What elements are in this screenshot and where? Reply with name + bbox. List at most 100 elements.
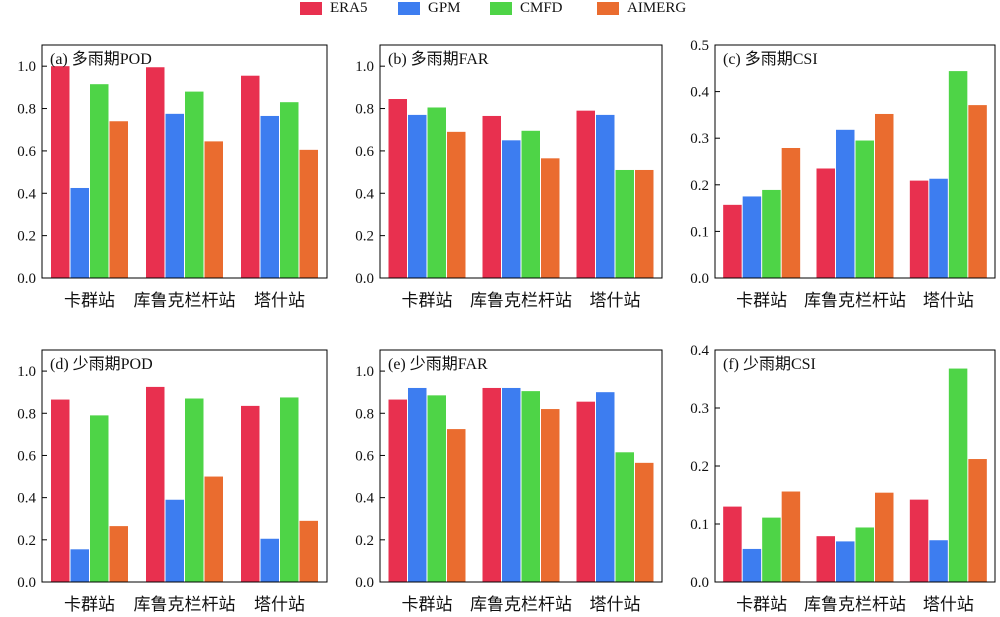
plot-frame — [41, 349, 328, 583]
plot-frame — [41, 44, 328, 279]
bar-gpm-2 — [165, 499, 184, 582]
bar-aimerg-3 — [635, 169, 654, 278]
bar-era5-1 — [51, 399, 70, 582]
bar-gpm-3 — [596, 392, 615, 582]
bar-gpm-1 — [742, 548, 762, 582]
y-tick-label: 0.4 — [355, 186, 374, 202]
legend-swatch-gpm — [398, 1, 420, 15]
y-tick-label: 0.4 — [690, 343, 709, 359]
chart-panel-4: 0.0 0.2 0.4 0.6 0.8 1.0 卡群站 库鲁克栏杆站 塔什站 (d) 少雨期POD — [17, 349, 328, 614]
y-tick-label: 0.4 — [17, 491, 36, 507]
bar-gpm-2 — [502, 387, 521, 582]
y-tick-label: 0.0 — [690, 575, 709, 591]
legend-swatch-aimerg — [597, 1, 619, 15]
x-tick-label: 卡群站 — [64, 291, 115, 310]
panel-title: (e) 少雨期FAR — [388, 355, 488, 373]
x-tick-label: 卡群站 — [64, 595, 115, 614]
bar-aimerg-1 — [447, 131, 466, 278]
legend-item-gpm: GPM — [398, 0, 461, 16]
y-tick-label: 0.2 — [690, 459, 709, 475]
bar-era5-1 — [723, 506, 742, 582]
bar-cmfd-1 — [90, 415, 109, 582]
bar-cmfd-1 — [90, 84, 109, 278]
bar-aimerg-3 — [635, 462, 654, 582]
bar-aimerg-2 — [541, 158, 560, 278]
bar-aimerg-1 — [781, 147, 801, 278]
panel-title: (b) 多雨期FAR — [388, 50, 489, 68]
x-tick-label: 卡群站 — [736, 595, 787, 614]
bar-era5-3 — [909, 180, 929, 278]
y-tick-label: 1.0 — [355, 59, 374, 75]
legend-swatch-cmfd — [490, 1, 512, 15]
bar-gpm-2 — [165, 113, 184, 278]
y-tick-label: 0.8 — [355, 406, 374, 422]
bar-gpm-1 — [408, 114, 427, 279]
bar-gpm-3 — [260, 538, 279, 582]
y-tick-label: 0.2 — [690, 178, 709, 194]
y-tick-label: 0.8 — [17, 406, 36, 422]
y-tick-label: 1.0 — [355, 364, 374, 380]
bar-aimerg-1 — [109, 121, 128, 278]
x-tick-label: 库鲁克栏杆站 — [134, 291, 236, 310]
bar-cmfd-2 — [521, 130, 540, 278]
chart-panel-1: 0.0 0.2 0.4 0.6 0.8 1.0 卡群站 库鲁克栏杆站 塔什站 (a) 多雨期POD — [17, 44, 328, 310]
y-tick-label: 0.0 — [355, 575, 374, 591]
bar-era5-1 — [388, 399, 407, 582]
bar-aimerg-2 — [875, 492, 894, 582]
y-tick-label: 0.1 — [690, 517, 709, 533]
legend-label-cmfd: CMFD — [520, 0, 563, 16]
bar-cmfd-3 — [948, 368, 968, 582]
panel-title: (c) 多雨期CSI — [723, 50, 818, 68]
legend-item-cmfd: CMFD — [490, 0, 563, 16]
bar-era5-1 — [51, 66, 70, 279]
legend-item-aimerg: AIMERG — [597, 0, 686, 16]
bar-cmfd-3 — [948, 71, 968, 278]
y-tick-label: 1.0 — [17, 364, 36, 380]
bar-cmfd-1 — [762, 517, 781, 582]
bar-gpm-2 — [836, 129, 855, 278]
bar-aimerg-2 — [541, 409, 560, 582]
bar-gpm-3 — [929, 540, 948, 582]
bar-era5-2 — [816, 168, 835, 278]
x-tick-label: 卡群站 — [402, 291, 453, 310]
bar-era5-3 — [576, 401, 595, 582]
bar-gpm-2 — [502, 140, 521, 278]
bar-era5-3 — [909, 499, 929, 582]
x-tick-label: 卡群站 — [402, 595, 453, 614]
y-tick-label: 0.2 — [17, 229, 36, 245]
bar-cmfd-3 — [280, 397, 299, 582]
y-tick-label: 0.0 — [355, 271, 374, 287]
bar-cmfd-2 — [185, 91, 204, 278]
chart-panel-6: 0.0 0.1 0.2 0.3 0.4 卡群站 库鲁克栏杆站 塔什站 (f) 少雨期CSI — [690, 343, 996, 614]
x-tick-label: 塔什站 — [590, 291, 641, 310]
y-tick-label: 0.8 — [17, 102, 36, 118]
x-tick-label: 库鲁克栏杆站 — [470, 595, 572, 614]
bar-era5-3 — [241, 405, 260, 582]
chart-panel-2: 0.0 0.2 0.4 0.6 0.8 1.0 卡群站 库鲁克栏杆站 塔什站 (b) 多雨期FAR — [355, 44, 663, 310]
bar-cmfd-1 — [762, 189, 781, 278]
bar-cmfd-1 — [427, 107, 446, 279]
legend-swatch-era5 — [300, 1, 322, 15]
plot-frame — [379, 349, 663, 583]
bar-cmfd-2 — [855, 527, 874, 582]
x-tick-label: 库鲁克栏杆站 — [804, 595, 906, 614]
y-tick-label: 0.2 — [355, 533, 374, 549]
bar-gpm-1 — [70, 187, 89, 278]
legend-label-gpm: GPM — [428, 0, 461, 16]
panel-title: (d) 少雨期POD — [50, 355, 153, 373]
y-tick-label: 0.6 — [17, 144, 36, 160]
legend-item-era5: ERA5 — [300, 0, 368, 16]
bar-era5-2 — [482, 115, 501, 279]
bar-cmfd-2 — [855, 140, 874, 278]
y-tick-label: 0.3 — [690, 131, 709, 147]
legend-label-era5: ERA5 — [330, 0, 368, 16]
y-tick-label: 0.5 — [690, 38, 709, 54]
chart-panel-3: 0.0 0.1 0.2 0.3 0.4 0.5 卡群站 库鲁克栏杆站 塔什站 (c) 多雨期CSI — [690, 38, 996, 310]
x-tick-label: 塔什站 — [254, 291, 305, 310]
y-tick-label: 0.6 — [355, 144, 374, 160]
bar-aimerg-1 — [781, 491, 801, 582]
plot-frame — [714, 44, 996, 279]
bar-gpm-3 — [596, 114, 615, 279]
bar-aimerg-2 — [204, 141, 223, 278]
